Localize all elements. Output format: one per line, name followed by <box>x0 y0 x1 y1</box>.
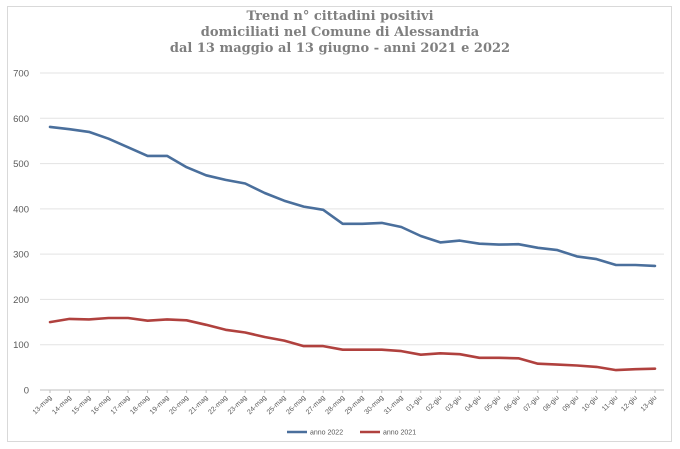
x-tick-label: 02-giu <box>425 394 444 413</box>
gridlines <box>40 72 664 391</box>
series-lines <box>48 125 657 372</box>
x-tick-label: 20-mag <box>168 394 190 416</box>
x-tick-label: 26-mag <box>285 394 307 416</box>
x-tick-label: 28-mag <box>324 394 346 416</box>
x-axis: 13-mag14-mag15-mag16-mag17-mag18-mag19-m… <box>32 390 659 416</box>
x-tick-label: 13-mag <box>32 394 54 416</box>
legend: anno 2022 anno 2021 <box>287 430 416 437</box>
x-tick-label: 25-mag <box>266 394 288 416</box>
legend-label: anno 2021 <box>383 430 416 437</box>
series-line-2 <box>48 316 657 372</box>
chart-title-line-3: dal 13 maggio al 13 giugno - anni 2021 e… <box>169 41 511 56</box>
x-tick-label: 13-giu <box>640 394 659 413</box>
legend-label: anno 2022 <box>310 430 343 437</box>
y-axis: 0 100 200 300 400 500 600 700 <box>13 69 29 397</box>
x-tick-label: 05-giu <box>484 394 503 413</box>
x-tick-label: 09-giu <box>562 394 581 413</box>
y-tick-label: 100 <box>13 340 29 351</box>
x-tick-label: 08-giu <box>542 394 561 413</box>
x-tick-label: 03-giu <box>445 394 464 413</box>
y-tick-label: 0 <box>24 386 29 397</box>
x-tick-label: 04-giu <box>464 394 483 413</box>
x-tick-label: 31-mag <box>383 394 405 416</box>
x-tick-label: 21-mag <box>188 394 210 416</box>
chart-frame <box>7 6 672 442</box>
series-line-1 <box>48 125 657 268</box>
y-tick-label: 200 <box>13 295 29 306</box>
x-tick-label: 30-mag <box>363 394 385 416</box>
x-tick-label: 19-mag <box>149 394 171 416</box>
x-tick-label: 27-mag <box>305 394 327 416</box>
x-tick-label: 17-mag <box>110 394 132 416</box>
x-tick-label: 12-giu <box>620 394 639 413</box>
x-tick-label: 11-giu <box>601 394 619 412</box>
chart-title-line-1: Trend n° cittadini positivi <box>246 9 434 24</box>
y-tick-label: 700 <box>13 69 29 80</box>
x-tick-label: 24-mag <box>246 394 268 416</box>
y-tick-label: 300 <box>13 250 29 261</box>
x-tick-label: 07-giu <box>523 394 542 413</box>
x-tick-label: 15-mag <box>71 394 93 416</box>
x-tick-label: 14-mag <box>51 394 73 416</box>
y-tick-label: 400 <box>13 204 29 215</box>
x-tick-label: 16-mag <box>90 394 112 416</box>
x-tick-label: 18-mag <box>129 394 151 416</box>
x-tick-label: 23-mag <box>227 394 249 416</box>
chart-title: Trend n° cittadini positivi domiciliati … <box>0 9 680 57</box>
chart-title-line-2: domiciliati nel Comune di Alessandria <box>200 25 480 40</box>
y-tick-label: 500 <box>13 159 29 170</box>
x-tick-label: 10-giu <box>581 394 600 413</box>
x-tick-label: 29-mag <box>344 394 366 416</box>
y-tick-label: 600 <box>13 114 29 125</box>
x-tick-label: 22-mag <box>207 394 229 416</box>
x-tick-label: 06-giu <box>503 394 522 413</box>
x-tick-label: 01-giu <box>406 394 425 413</box>
